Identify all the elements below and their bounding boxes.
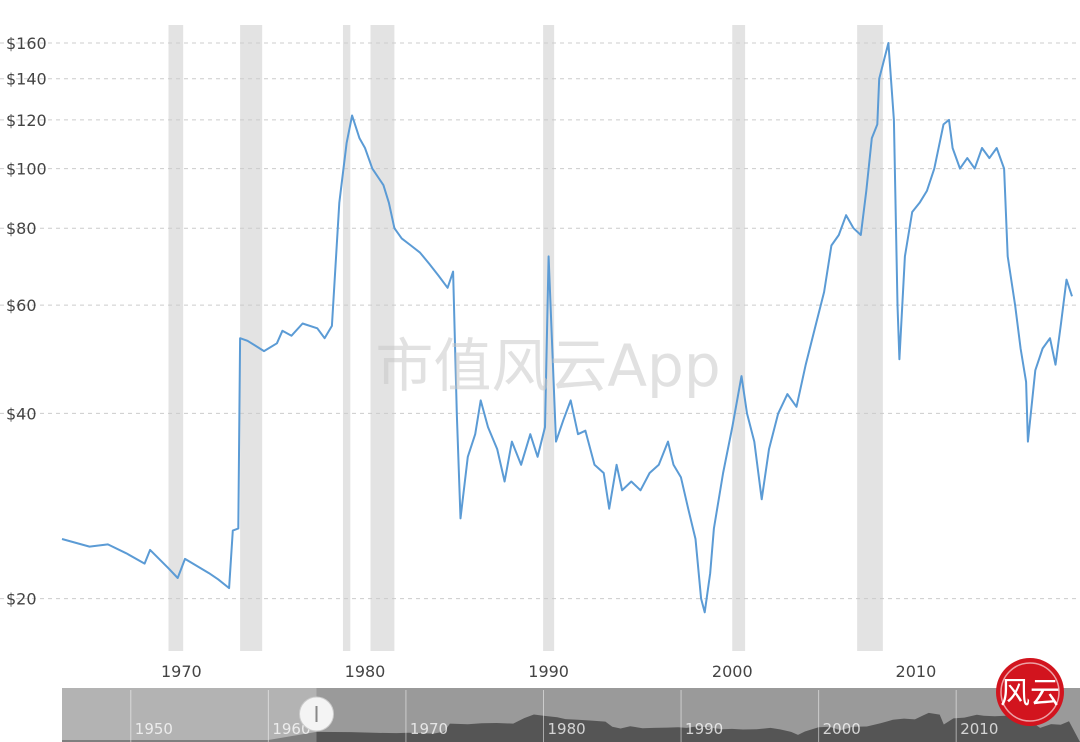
recession-band-0 xyxy=(168,25,184,651)
navigator-label-1970: 1970 xyxy=(410,720,448,738)
x-tick-label-2000: 2000 xyxy=(712,662,753,681)
navigator-label-2010: 2010 xyxy=(960,720,998,738)
x-tick-label-1980: 1980 xyxy=(345,662,386,681)
navigator-mask-left xyxy=(62,688,317,742)
x-axis-ticks: 1970 1980 1990 2000 2010 xyxy=(161,662,936,681)
seal-circle xyxy=(996,658,1064,726)
x-tick-label-1970: 1970 xyxy=(161,662,202,681)
y-tick-label-80: $80 xyxy=(6,219,37,238)
seal-ring xyxy=(1000,662,1060,722)
seal-lettering: 风云 xyxy=(1000,676,1060,711)
recession-band-3 xyxy=(370,25,395,651)
recession-bands xyxy=(168,25,883,651)
grid-lines xyxy=(0,42,1080,600)
y-tick-label-100: $100 xyxy=(6,160,47,179)
navigator-labels: 1950 1960 1970 1980 1990 2000 2010 xyxy=(130,690,998,742)
recession-band-2 xyxy=(342,25,351,651)
x-tick-label-2010: 2010 xyxy=(896,662,937,681)
navigator-handle-left[interactable] xyxy=(299,696,334,732)
range-navigator[interactable]: 1950 1960 1970 1980 1990 2000 2010 xyxy=(62,688,1080,742)
price-series xyxy=(61,42,1073,614)
recession-band-6 xyxy=(857,25,883,651)
x-tick-label-1990: 1990 xyxy=(528,662,569,681)
navigator-label-1960: 1960 xyxy=(272,720,310,738)
y-tick-label-40: $40 xyxy=(6,404,37,423)
y-axis-ticks: $20 $40 $60 $80 $100 $120 $140 $160 xyxy=(6,34,47,609)
y-tick-label-160: $160 xyxy=(6,34,47,53)
recession-band-1 xyxy=(240,25,263,651)
navigator-label-2000: 2000 xyxy=(823,720,861,738)
navigator-label-1980: 1980 xyxy=(547,720,585,738)
y-tick-label-60: $60 xyxy=(6,296,37,315)
recession-band-4 xyxy=(543,25,555,651)
navigator-label-1990: 1990 xyxy=(685,720,723,738)
navigator-label-1950: 1950 xyxy=(135,720,173,738)
series-line-0 xyxy=(61,42,1073,614)
recession-band-5 xyxy=(732,25,746,651)
seal-logo: 风云 xyxy=(996,658,1064,726)
y-tick-label-120: $120 xyxy=(6,111,47,130)
y-tick-label-20: $20 xyxy=(6,590,37,609)
watermark-text: 市值风云App xyxy=(375,332,720,400)
y-tick-label-140: $140 xyxy=(6,70,47,89)
navigator-area xyxy=(62,712,1080,742)
